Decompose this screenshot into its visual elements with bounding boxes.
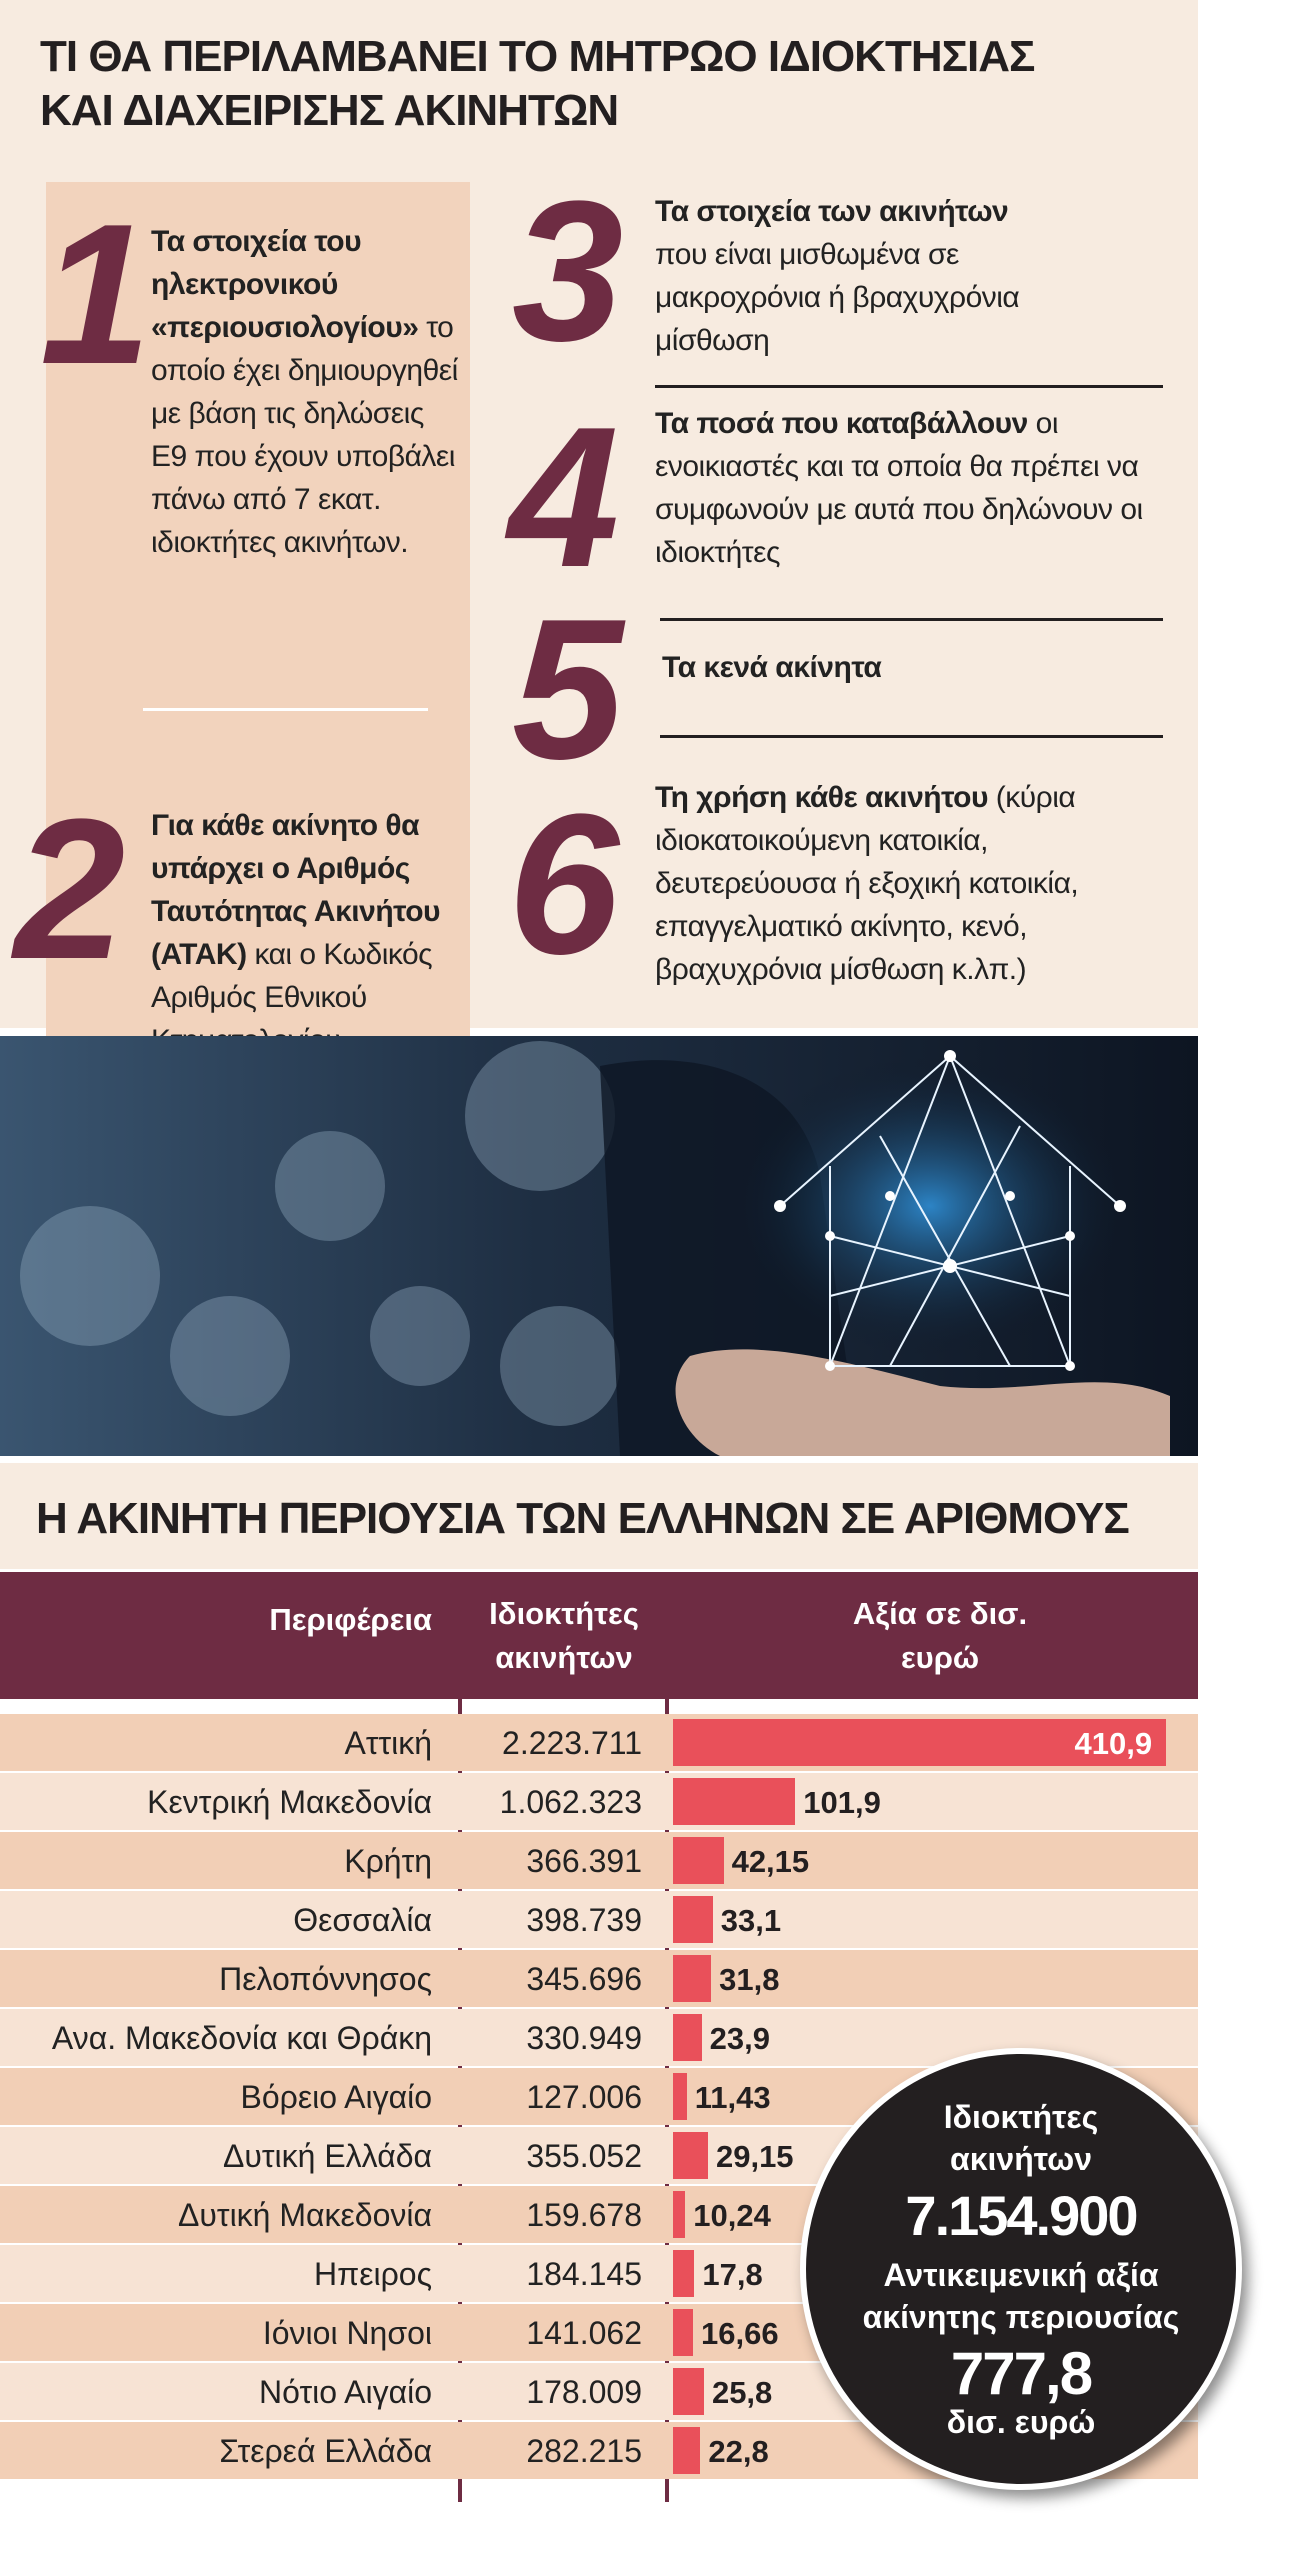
item-text: Τα στοιχεία του ηλεκτρονικού «περιουσιολ… [151,220,461,564]
owners: 282.215 [526,2433,642,2469]
owners: 141.062 [526,2315,642,2351]
divider [660,735,1163,738]
table-row [0,1773,1198,1830]
table-row [0,1950,1198,2007]
region: Κεντρική Μακεδονία [147,1784,432,1820]
bar [673,2073,687,2120]
item-body: (κύρια ιδιοκατοικούμενη κατοικία, δευτερ… [655,781,1079,986]
bar [673,1955,712,2002]
owners: 127.006 [526,2079,642,2115]
item-number: 4 [508,386,619,609]
item-text: Τα κενά ακίνητα [662,646,1162,689]
owners: 184.145 [526,2256,642,2292]
summary-unit: δισ. ευρώ [946,2404,1096,2440]
summary-label: Αντικειμενική αξία ακίνητης περιουσίας [862,2257,1180,2335]
value-label: 11,43 [694,2080,771,2115]
region: Βόρειο Αιγαίο [240,2079,433,2115]
title-line: ΚΑΙ ΔΙΑΧΕΙΡΙΣΗΣ ΑΚΙΝΗΤΩΝ [40,86,619,135]
owners: 159.678 [526,2197,642,2233]
bar [673,1719,1167,1766]
owners: 330.949 [526,2020,642,2056]
region: Ηπειρος [314,2256,432,2292]
item-bold: Τα ποσά που καταβάλλουν [655,407,1028,440]
region: Ιόνιοι Νησοι [262,2315,432,2351]
divider [143,708,428,711]
value-label: 25,8 [711,2375,773,2410]
photo [0,1036,1198,1456]
value-label: 33,1 [720,1903,782,1938]
item-number: 3 [512,160,623,383]
item-bold: Τα στοιχεία του ηλεκτρονικού «περιουσιολ… [151,225,419,344]
item-text: Τα στοιχεία των ακινήτων που είναι μισθω… [655,190,1055,362]
value-label: 10,24 [693,2198,771,2233]
bar [673,2132,708,2179]
value-label: 17,8 [702,2257,763,2292]
bar [673,2014,702,2061]
bar [673,2191,686,2238]
item-text: Τη χρήση κάθε ακινήτου (κύρια ιδιοκατοικ… [655,776,1175,991]
owners: 178.009 [526,2374,642,2410]
item-bold: Για κάθε ακίνητο θα υπάρχει ο Αριθμός Τα… [151,809,441,971]
item-bold: Τα κενά ακίνητα [662,651,882,684]
item-number: 6 [508,773,619,996]
value-label: 29,15 [715,2139,794,2174]
region: Αττική [344,1725,432,1761]
bar [673,2427,701,2474]
value-label: 23,9 [709,2021,771,2056]
item-body: που είναι μισθωμένα σε μακροχρόνια ή βρα… [655,238,1020,357]
region: Κρήτη [344,1843,432,1879]
item-number: 5 [512,578,623,801]
bar [673,1778,796,1825]
region: Θεσσαλία [293,1902,432,1938]
table-header [0,1572,1198,1699]
bar [673,2250,695,2297]
table-title-bg [0,1463,1198,1569]
value-label: 101,9 [803,1785,881,1820]
column-header: Ιδιοκτήτες ακινήτων [489,1596,639,1675]
bar [673,2309,693,2356]
value-label: 42,15 [731,1844,810,1879]
summary-owners: 7.154.900 [905,2184,1138,2247]
value-label: 16,66 [700,2316,779,2351]
table-title: Η ΑΚΙΝΗΤΗ ΠΕΡΙΟΥΣΙΑ ΤΩΝ ΕΛΛΗΝΩΝ ΣΕ ΑΡΙΘΜ… [36,1494,1130,1543]
owners: 1.062.323 [499,1784,642,1820]
region: Δυτική Μακεδονία [178,2197,432,2233]
item-body: το οποίο έχει δημιουργηθεί με βάση τις δ… [151,311,458,559]
owners: 398.739 [526,1902,642,1938]
region: Νότιο Αιγαίο [259,2374,432,2410]
item-body: οι ενοικιαστές και τα οποία θα πρέπει να… [655,407,1143,569]
owners: 345.696 [526,1961,642,1997]
bar [673,2368,704,2415]
summary-circle: Ιδιοκτήτες ακινήτων 7.154.900 Αντικειμεν… [800,2048,1242,2490]
table-row [0,1832,1198,1889]
region: Ανα. Μακεδονία και Θράκη [51,2020,432,2056]
item-bold: Τα στοιχεία των ακινήτων [655,195,1009,228]
table-row [0,1891,1198,1948]
value-label: 22,8 [708,2434,769,2469]
region: Δυτική Ελλάδα [223,2138,432,2174]
region: Πελοπόννησος [219,1961,432,1997]
region: Στερεά Ελλάδα [219,2433,432,2469]
column-header: Αξία σε δισ. ευρώ [852,1596,1028,1675]
value-label: 410,9 [1074,1726,1153,1761]
item-text: Τα ποσά που καταβάλλουν οι ενοικιαστές κ… [655,402,1165,574]
title-line: ΤΙ ΘΑ ΠΕΡΙΛΑΜΒΑΝΕΙ ΤΟ ΜΗΤΡΩΟ ΙΔΙΟΚΤΗΣΙΑΣ [40,32,1035,81]
item-bold: Τη χρήση κάθε ακινήτου [655,781,988,814]
value-label: 31,8 [719,1962,780,1997]
divider [660,618,1163,621]
owners: 355.052 [526,2138,642,2174]
summary-value: 777,8 [950,2340,1093,2407]
item-number: 2 [14,778,125,1001]
bar [673,1837,724,1884]
bar [673,1896,713,1943]
column-header: Περιφέρεια [269,1602,432,1637]
item-number: 1 [40,183,151,406]
owners: 2.223.711 [502,1725,642,1761]
summary-label: Ιδιοκτήτες ακινήτων [943,2099,1099,2177]
owners: 366.391 [526,1843,642,1879]
divider [655,385,1163,388]
